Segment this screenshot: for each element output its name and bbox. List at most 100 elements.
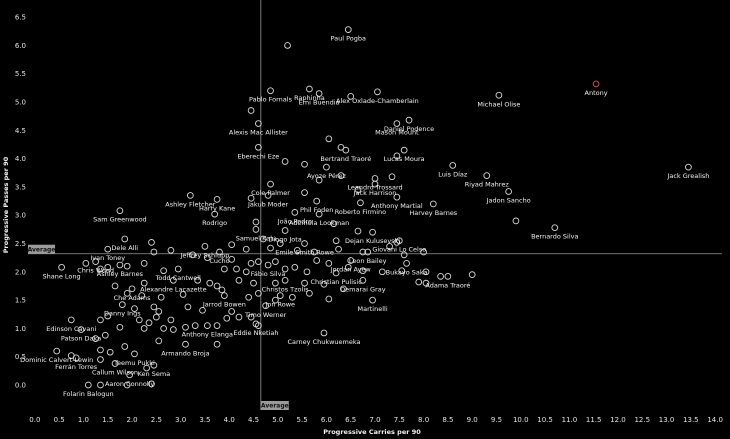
data-point [371,175,379,182]
data-point [250,279,257,287]
data-point [337,172,345,179]
data-label: Giovani Lo Celso [372,246,426,254]
highlighted-data-point [592,80,600,88]
data-label: Callum Wilson [92,369,138,377]
data-label: Edinson Cavani [46,325,96,333]
data-point [247,313,255,321]
data-point [551,224,559,232]
data-point [289,293,296,301]
data-point [415,278,423,286]
data-point [310,248,318,256]
data-point [167,316,175,324]
y-tick-label: 1.0 [15,325,26,333]
data-point [281,276,289,284]
data-point [242,268,250,276]
data-label: Timo Werner [244,311,287,319]
data-point [167,246,175,254]
data-label: Diogo Jota [268,236,301,244]
data-point [213,322,221,329]
data-point [104,263,112,271]
data-point [320,329,328,337]
x-tick-label: 5.0 [272,416,283,424]
data-label: Aaron Connolly [105,380,154,388]
data-point [247,107,255,114]
data-point [371,180,379,188]
data-label: Raphinha [294,94,325,102]
data-point [182,323,189,331]
data-point [150,361,158,369]
data-label: Ashley Fletcher [165,200,215,208]
data-point [82,259,90,267]
data-point [325,135,333,143]
data-point [369,296,376,304]
data-point [337,143,345,151]
x-tick-label: 5.5 [297,416,308,424]
data-point [223,314,231,322]
data-point [169,326,177,333]
data-point [160,267,167,275]
data-label: Rodrigo [202,219,227,227]
data-point [354,186,362,194]
data-label: Jeffrey Schlupp [180,251,230,259]
data-point [252,320,260,328]
data-points [53,26,692,389]
data-point [150,248,158,256]
data-point [97,356,104,363]
data-point [330,220,338,228]
average-y-label-box [28,244,55,254]
average-y-label-text: Average [28,246,56,253]
y-tick-label: 2.5 [15,240,26,248]
data-point [123,381,131,389]
data-point [228,241,236,249]
data-point [143,364,150,372]
data-point [332,237,340,245]
data-point [123,289,131,297]
data-point [306,85,313,93]
data-label: Cucho [209,257,229,265]
data-label: Todd Cantwell [155,274,201,282]
data-point [213,196,221,203]
data-point [111,360,119,367]
data-label: Eddie Nketiah [233,329,278,337]
data-point [685,163,692,171]
data-label: Che Adams [114,294,151,302]
data-point [242,245,250,253]
data-label: Paul Pogba [331,35,367,43]
x-tick-label: 9.5 [491,416,502,424]
x-tick-label: 11.0 [562,416,578,424]
data-label: Ken Sema [138,370,171,378]
data-point [150,303,158,311]
x-tick-label: 10.5 [537,416,553,424]
data-point [126,371,133,379]
x-axis-title: Progressive Carries per 90 [323,428,421,436]
y-tick-label: 5.0 [15,99,26,107]
y-tick-label: 3.0 [15,212,26,220]
data-label: Antony [585,89,608,97]
data-point [247,259,255,267]
data-label: Ferrán Torres [55,363,98,371]
average-x-label: Average [260,401,289,410]
data-point [281,158,289,165]
x-tick-label: 6.5 [345,416,356,424]
data-point [116,207,124,215]
data-point [272,279,279,287]
data-point [483,172,491,179]
data-point [235,276,243,284]
data-point [252,218,260,226]
data-label: Alexis Mac Allister [229,129,288,137]
data-point [293,246,301,254]
data-label: Phil Foden [300,206,333,214]
data-point [359,276,367,284]
x-tick-label: 4.5 [248,416,259,424]
data-label: Anthony Elanga [182,331,233,339]
data-point [264,192,272,199]
data-point [291,263,299,271]
x-tick-label: 7.0 [369,416,380,424]
data-label: Dominic Calvert-Lewin [20,356,93,364]
data-point [332,269,340,277]
x-tick-label: 9.0 [467,416,478,424]
y-axis-title: Progressive Passes per 90 [2,156,10,253]
data-point [359,267,367,275]
data-label: Mason Mount [375,129,419,137]
